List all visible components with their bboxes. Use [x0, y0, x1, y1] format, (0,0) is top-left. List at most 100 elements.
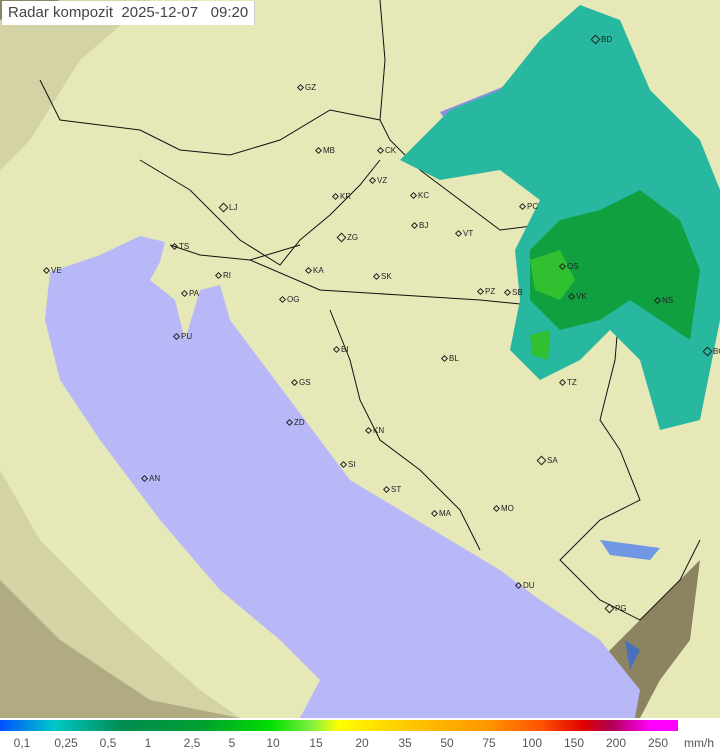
- city-code: PU: [181, 332, 193, 341]
- city-label-du: DU: [514, 581, 535, 590]
- legend-labels: 0,1 0,25 0,5 1 2,5 5 10 15 20 35 50 75 100 150 200 250 m…: [0, 736, 720, 751]
- city-code: KC: [418, 191, 430, 200]
- legend-value: 35: [398, 736, 412, 750]
- city-marker-icon: [440, 355, 449, 363]
- city-marker-icon: [536, 455, 547, 466]
- city-code: BG: [713, 347, 720, 356]
- city-marker-icon: [604, 603, 615, 614]
- city-label-sb: SB: [503, 288, 523, 297]
- city-code: PA: [189, 289, 200, 298]
- radar-map[interactable]: [0, 0, 720, 718]
- city-marker-icon: [339, 461, 348, 469]
- legend-value: 2,5: [183, 736, 201, 750]
- city-marker-icon: [558, 263, 567, 271]
- city-marker-icon: [382, 486, 391, 494]
- city-marker-icon: [290, 379, 299, 387]
- legend-value: 5: [228, 736, 236, 750]
- city-marker-icon: [218, 202, 229, 213]
- city-code: SI: [348, 460, 356, 469]
- city-marker-icon: [296, 84, 305, 92]
- city-marker-icon: [518, 203, 527, 211]
- city-label-mo: MO: [492, 504, 514, 513]
- city-code: OS: [567, 262, 579, 271]
- city-code: MB: [323, 146, 335, 155]
- city-marker-icon: [409, 192, 418, 200]
- city-label-lj: LJ: [218, 202, 237, 213]
- city-label-kn: KN: [364, 426, 385, 435]
- city-label-kc: KC: [409, 191, 430, 200]
- city-code: DU: [523, 581, 535, 590]
- city-marker-icon: [503, 289, 512, 297]
- city-label-gz: GZ: [296, 83, 317, 92]
- city-marker-icon: [476, 288, 485, 296]
- city-label-bg: BG: [702, 346, 720, 357]
- title-text: Radar kompozit: [8, 4, 114, 21]
- title-date: 2025-12-07: [121, 4, 199, 21]
- city-code: CK: [385, 146, 397, 155]
- city-marker-icon: [430, 510, 439, 518]
- city-marker-icon: [172, 333, 181, 341]
- legend-value: 20: [355, 736, 369, 750]
- radar-title: Radar kompozit 2025-12-07 09:20: [2, 1, 256, 25]
- city-code: SA: [547, 456, 558, 465]
- city-code: OG: [287, 295, 300, 304]
- city-label-bd: BD: [590, 34, 612, 45]
- city-code: AN: [149, 474, 161, 483]
- city-code: BL: [449, 354, 459, 363]
- city-code: RI: [223, 271, 231, 280]
- city-marker-icon: [590, 34, 601, 45]
- legend-value: 75: [482, 736, 496, 750]
- legend-value: 250: [647, 736, 669, 750]
- city-label-sa: SA: [536, 455, 558, 466]
- city-marker-icon: [410, 222, 419, 230]
- city-marker-icon: [314, 147, 323, 155]
- city-code: GZ: [305, 83, 317, 92]
- sea: [45, 236, 640, 718]
- legend-unit: mm/h: [684, 736, 714, 750]
- city-label-mb: MB: [314, 146, 335, 155]
- city-label-pz: PZ: [476, 287, 496, 296]
- city-code: MA: [439, 509, 451, 518]
- city-label-ka: KA: [304, 266, 324, 275]
- city-label-bj: BJ: [410, 221, 429, 230]
- city-code: PG: [615, 604, 627, 613]
- city-marker-icon: [170, 243, 179, 251]
- city-code: SB: [512, 288, 523, 297]
- city-code: PC: [527, 202, 539, 211]
- city-code: KN: [373, 426, 385, 435]
- city-code: MO: [501, 504, 514, 513]
- city-marker-icon: [702, 346, 713, 357]
- city-code: TS: [179, 242, 190, 251]
- legend-value: 1: [144, 736, 152, 750]
- city-code: BJ: [419, 221, 429, 230]
- city-marker-icon: [180, 290, 189, 298]
- city-label-ck: CK: [376, 146, 397, 155]
- city-code: ST: [391, 485, 402, 494]
- city-label-pc: PC: [518, 202, 539, 211]
- city-label-gs: GS: [290, 378, 311, 387]
- city-label-pu: PU: [172, 332, 193, 341]
- city-label-bl: BL: [440, 354, 459, 363]
- city-marker-icon: [140, 475, 149, 483]
- city-code: VZ: [377, 176, 388, 185]
- city-marker-icon: [454, 230, 463, 238]
- city-label-vk: VK: [567, 292, 587, 301]
- city-label-sk: SK: [372, 272, 392, 281]
- city-label-bi: BI: [332, 345, 349, 354]
- city-marker-icon: [514, 582, 523, 590]
- legend-value: 200: [605, 736, 627, 750]
- city-marker-icon: [214, 272, 223, 280]
- legend-value: 0,1: [13, 736, 31, 750]
- city-marker-icon: [304, 267, 313, 275]
- city-code: PZ: [485, 287, 496, 296]
- legend-value: 15: [309, 736, 323, 750]
- legend-value: 0,25: [54, 736, 78, 750]
- city-label-an: AN: [140, 474, 161, 483]
- city-marker-icon: [372, 273, 381, 281]
- city-label-tz: TZ: [558, 378, 577, 387]
- city-marker-icon: [492, 505, 501, 513]
- city-label-ve: VE: [42, 266, 62, 275]
- city-marker-icon: [376, 147, 385, 155]
- city-marker-icon: [653, 297, 662, 305]
- city-code: TZ: [567, 378, 577, 387]
